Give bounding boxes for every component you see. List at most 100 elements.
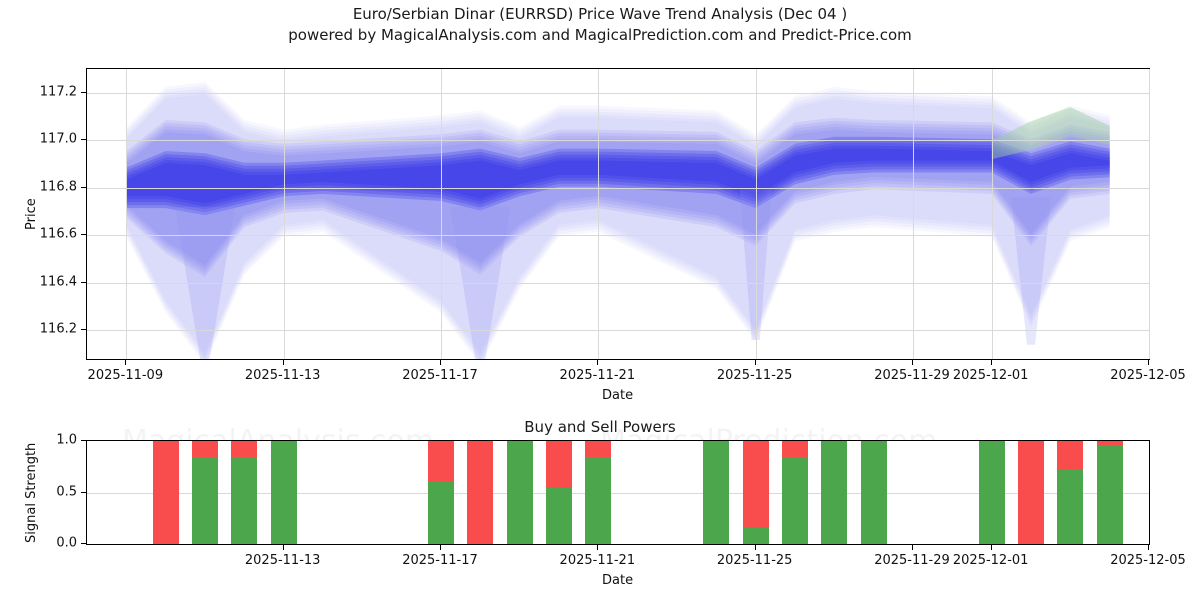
power-bar[interactable] [1057, 441, 1084, 544]
wave-band-1 [126, 94, 1110, 359]
price-gridline-h [87, 140, 1149, 142]
power-bar[interactable] [782, 441, 808, 544]
price-gridline-v [126, 69, 128, 359]
buy-power-segment [782, 457, 808, 544]
chart-title-block: Euro/Serbian Dinar (EURRSD) Price Wave T… [0, 4, 1200, 46]
price-ytick-label: 116.4 [39, 274, 77, 290]
price-gridline-h [87, 187, 1149, 189]
buy-power-segment [703, 441, 730, 544]
power-bar[interactable] [978, 441, 1005, 544]
price-ytick-mark [81, 91, 86, 93]
wave-band-1 [126, 85, 1110, 356]
powers-xtick-label: 2025-11-25 [716, 553, 793, 568]
power-bar[interactable] [742, 441, 769, 544]
price-xaxis-label: Date [602, 388, 634, 403]
buy-power-segment [1057, 469, 1084, 544]
power-bar[interactable] [585, 441, 612, 544]
power-bar[interactable] [546, 441, 572, 544]
powers-ytick-label: 1.0 [56, 432, 77, 448]
price-xtick-mark [1148, 360, 1149, 365]
price-gridline-h [87, 235, 1149, 237]
powers-xtick-mark [754, 545, 756, 550]
price-ytick-label: 117.0 [39, 131, 77, 147]
powers-xtick-label: 2025-11-21 [559, 553, 636, 568]
powers-ytick-mark [81, 491, 86, 493]
wave-band-2 [126, 120, 1110, 268]
wave-band-2 [126, 129, 1110, 277]
sell-power-segment [231, 441, 258, 458]
price-ytick-mark [81, 186, 86, 188]
price-xtick-label: 2025-11-17 [402, 368, 478, 383]
power-bar[interactable] [231, 441, 258, 544]
power-bar[interactable] [703, 441, 730, 544]
buy-sell-powers-plot-area [86, 440, 1150, 545]
price-gridline-v [441, 69, 442, 359]
powers-xtick-label: 2025-11-29 [874, 553, 950, 568]
powers-xtick-mark [282, 545, 284, 550]
powers-ytick-mark [81, 440, 86, 441]
price-xtick-label: 2025-12-01 [952, 368, 1029, 383]
powers-xtick-label: 2025-12-01 [952, 553, 1029, 568]
powers-gridline-h [87, 492, 1149, 494]
sell-power-segment [1057, 441, 1084, 470]
power-bar[interactable] [1096, 441, 1123, 544]
power-bar[interactable] [860, 441, 887, 544]
powers-xtick-mark [440, 545, 441, 550]
wave-band-3 [126, 142, 1110, 210]
price-xtick-label: 2025-11-25 [716, 368, 793, 383]
wave-band-4 [991, 107, 1110, 160]
price-gridline-h [87, 282, 1149, 284]
price-ytick-label: 116.8 [39, 179, 77, 195]
power-bar[interactable] [270, 441, 297, 544]
sell-power-segment [546, 441, 572, 488]
buy-power-segment [978, 441, 1005, 544]
powers-xtick-label: 2025-11-17 [402, 553, 478, 568]
sell-power-segment [192, 441, 218, 458]
sell-power-segment [152, 441, 179, 544]
power-bar[interactable] [192, 441, 218, 544]
price-gridline-v [598, 69, 600, 359]
price-yaxis-label: Price [24, 198, 39, 230]
powers-xtick-mark [1148, 545, 1149, 550]
price-gridline-h [87, 92, 1149, 94]
page-title: Euro/Serbian Dinar (EURRSD) Price Wave T… [352, 5, 848, 23]
price-ytick-label: 116.6 [39, 226, 77, 242]
power-bar[interactable] [821, 441, 848, 544]
power-bar[interactable] [506, 441, 533, 544]
power-bar[interactable] [467, 441, 494, 544]
buy-power-segment [546, 487, 572, 544]
wave-band-2 [126, 126, 1110, 274]
buy-power-segment [742, 527, 769, 544]
price-xtick-mark [125, 360, 127, 365]
power-bar[interactable] [152, 441, 179, 544]
power-bar[interactable] [1018, 441, 1044, 544]
price-ytick-label: 116.2 [39, 321, 77, 337]
wave-band-1 [126, 91, 1110, 359]
buy-power-segment [860, 441, 887, 544]
price-ytick-mark [81, 329, 86, 331]
buy-power-segment [821, 441, 848, 544]
price-gridline-v [991, 69, 993, 359]
wave-spike-plume [1011, 197, 1051, 345]
price-gridline-v [1149, 69, 1150, 359]
power-bar[interactable] [428, 441, 454, 544]
price-ytick-mark [81, 281, 86, 283]
price-xtick-label: 2025-12-05 [1110, 368, 1186, 383]
powers-ytick-label: 0.0 [56, 535, 77, 551]
price-gridline-h [87, 330, 1149, 332]
price-ytick-label: 117.2 [39, 84, 77, 100]
wave-band-3 [126, 148, 1110, 216]
powers-xtick-mark [990, 545, 992, 550]
price-gridline-v [283, 69, 285, 359]
price-xtick-label: 2025-11-29 [874, 368, 950, 383]
price-xtick-mark [990, 360, 992, 365]
wave-band-1 [126, 82, 1110, 353]
powers-ytick-mark [81, 543, 86, 544]
price-wave-plot-area [86, 68, 1150, 360]
powers-xtick-mark [912, 545, 913, 550]
price-xtick-mark [597, 360, 599, 365]
wave-band-3 [126, 139, 1110, 207]
price-gridline-v [755, 69, 757, 359]
price-xtick-label: 2025-11-13 [244, 368, 321, 383]
